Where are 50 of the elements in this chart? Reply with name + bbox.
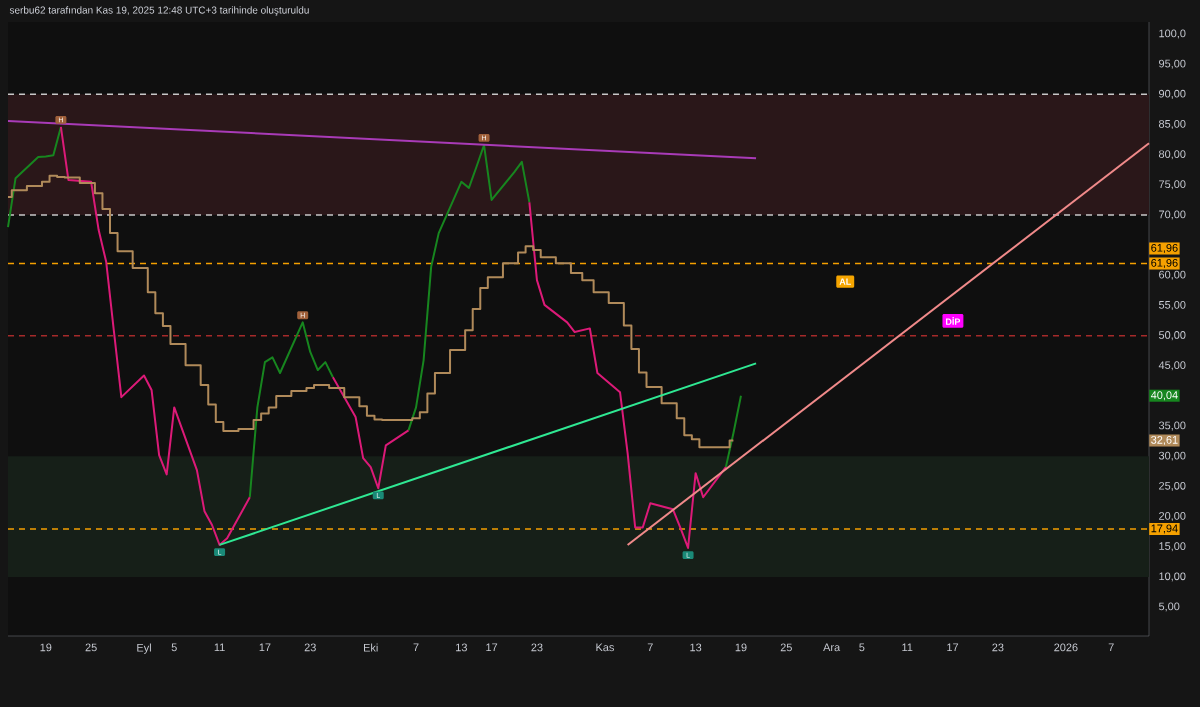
y-tick-label: 95,00 <box>1159 59 1186 69</box>
annotation: 61,96 <box>1151 243 1178 254</box>
x-tick-label: 25 <box>780 643 792 652</box>
x-tick-label: 11 <box>902 643 913 652</box>
x-tick-label: 17 <box>259 643 271 652</box>
x-tick-label: 23 <box>304 643 316 652</box>
y-tick-label: 85,00 <box>1158 120 1186 130</box>
y-tick-label: 25,00 <box>1159 481 1186 491</box>
x-tick-label: 5 <box>171 643 177 652</box>
x-tick-label: 11 <box>214 643 225 652</box>
y-tick-label: 20,00 <box>1159 512 1186 522</box>
y-tick-label: 10,00 <box>1159 572 1186 582</box>
x-tick-label: 7 <box>647 643 653 652</box>
y-tick-label: 35,00 <box>1158 421 1186 431</box>
x-tick-label: 7 <box>1108 643 1114 652</box>
y-tick-label: 30,00 <box>1158 451 1186 461</box>
text: 32,61 <box>1151 436 1178 446</box>
x-tick-label: 23 <box>531 643 543 652</box>
chart-title: serbu62 tarafından Kas 19, 2025 12:48 UTC+3 tarihinde oluşturuldu <box>9 6 309 16</box>
text: 40,04 <box>1150 391 1178 401</box>
x-tick-label: Ara <box>823 643 841 652</box>
y-tick-label: 90,00 <box>1159 89 1186 99</box>
y-tick-label: 45,00 <box>1158 361 1186 371</box>
x-tick-label: 2026 <box>1054 643 1078 652</box>
x-tick-label: 25 <box>85 643 97 652</box>
x-tick-label: 17 <box>486 643 498 652</box>
x-tick-label: Kas <box>596 643 614 652</box>
annotation: DİP <box>946 317 961 325</box>
y-tick-label: 80,00 <box>1158 150 1186 160</box>
ref-line-label: 61,96 <box>1151 258 1178 269</box>
y-tick-label: 70,00 <box>1159 210 1186 220</box>
x-tick-label: 23 <box>992 643 1004 652</box>
y-tick-label: 50,00 <box>1158 331 1186 341</box>
x-tick-label: 7 <box>413 643 419 652</box>
annotation: AL <box>839 278 851 285</box>
y-tick-label: 100,0 <box>1159 29 1186 39</box>
x-tick-label: 19 <box>735 643 747 652</box>
y-tick-label: 75,00 <box>1159 180 1186 190</box>
y-tick-label: 60,00 <box>1159 270 1186 280</box>
y-tick-label: 5,00 <box>1158 602 1180 612</box>
y-tick-label: 55,00 <box>1158 300 1186 311</box>
y-tick-label: 15,00 <box>1159 542 1186 552</box>
x-tick-label: 19 <box>40 643 52 652</box>
x-tick-label: 17 <box>947 643 959 652</box>
x-tick-label: 13 <box>456 643 467 652</box>
x-tick-label: 13 <box>690 643 702 652</box>
ref-line-label: 17,94 <box>1151 524 1178 534</box>
x-tick-label: Eyl <box>137 643 151 654</box>
x-tick-label: 5 <box>859 643 865 652</box>
x-tick-label: Eki <box>364 643 378 652</box>
